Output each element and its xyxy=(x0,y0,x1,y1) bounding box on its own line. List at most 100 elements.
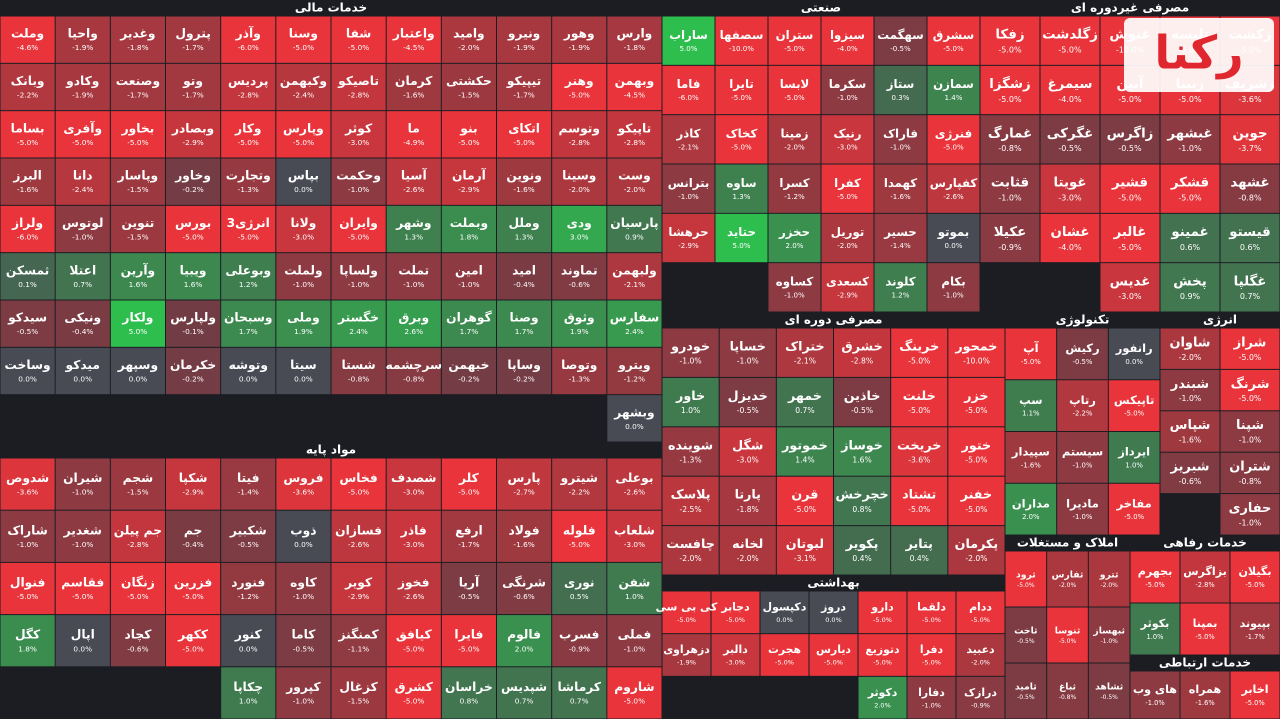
tile-name: تاپیکو xyxy=(617,121,652,135)
tile-name: وتجارت xyxy=(226,169,271,183)
tile-change: -5.0% xyxy=(1178,194,1202,203)
tile-name: سرچشمه xyxy=(385,358,442,372)
tile-change: -0.6% xyxy=(127,644,148,653)
tile-change: 0.3% xyxy=(892,93,910,102)
tile-change: -3.0% xyxy=(837,143,858,152)
tile-name: شاوان xyxy=(1169,335,1210,350)
tile xyxy=(110,205,165,253)
tile xyxy=(55,347,110,395)
tile-change: -5.0% xyxy=(1145,581,1164,589)
tile xyxy=(956,676,1005,719)
tile xyxy=(607,347,662,395)
tile-change: -5.0% xyxy=(998,46,1022,55)
tile-name: بترانس xyxy=(668,176,710,191)
tile-name: تیپیکو xyxy=(506,74,541,88)
tile-change: 0.0% xyxy=(129,375,148,384)
tile xyxy=(110,510,165,562)
tile xyxy=(834,476,891,526)
tile-name: امین xyxy=(455,263,483,277)
tile xyxy=(276,158,331,205)
tile xyxy=(1220,452,1280,494)
tile-change: -1.2% xyxy=(238,592,259,601)
tile-name: قثابت xyxy=(991,176,1029,191)
tile xyxy=(0,347,55,395)
tile xyxy=(948,427,1005,476)
tile-change: -0.5% xyxy=(890,44,911,53)
tile-change: -1.0% xyxy=(922,701,941,709)
tile-change: -1.0% xyxy=(943,291,964,300)
tile xyxy=(1057,380,1108,431)
tile xyxy=(0,205,55,253)
tile-change: 0.0% xyxy=(73,644,92,653)
tile-change: -1.7% xyxy=(182,43,203,52)
tile-name: وهور xyxy=(563,27,595,41)
tile xyxy=(980,65,1040,115)
tile-name: اعتلا xyxy=(69,263,96,277)
tile-name: هجرت xyxy=(768,643,801,656)
tile-name: وساخت xyxy=(5,358,51,372)
tile-name: فقاسم xyxy=(61,575,104,589)
tile-name: کاما xyxy=(291,628,316,642)
tile-change: -1.0% xyxy=(348,185,369,194)
tile-change: -5.0% xyxy=(458,644,479,653)
tile-change: -2.2% xyxy=(17,91,38,100)
tile-change: -1.0% xyxy=(998,194,1022,203)
tile xyxy=(662,526,719,575)
tile xyxy=(221,510,276,562)
tile-name: غمارگ xyxy=(988,125,1032,141)
tile-change: -1.3% xyxy=(680,455,702,464)
tile xyxy=(166,347,221,395)
tile xyxy=(809,634,858,676)
tile-change: -1.0% xyxy=(1100,638,1118,645)
tile xyxy=(1088,551,1130,607)
tile-change: 0.7% xyxy=(1240,292,1261,301)
tile-change: -1.3% xyxy=(569,375,590,384)
tile-change: -5.0% xyxy=(908,505,930,514)
tile-change: -5.0% xyxy=(182,644,203,653)
tile-change: -5.0% xyxy=(403,644,424,653)
tile-change: -5.0% xyxy=(731,93,752,102)
tile-change: -2.9% xyxy=(348,592,369,601)
tile xyxy=(276,111,331,158)
tile-change: -2.8% xyxy=(348,91,369,100)
tile-change: -1.0% xyxy=(1073,461,1093,469)
tile-change: -5.0% xyxy=(965,455,987,464)
tile-name: لخانه xyxy=(732,536,763,551)
tile-change: -5.0% xyxy=(943,44,964,53)
tile-change: -1.0% xyxy=(72,488,93,497)
tile-change: -4.5% xyxy=(624,91,645,100)
tile xyxy=(715,213,768,263)
tile-change: -1.0% xyxy=(348,280,369,289)
tile-change: -5.0% xyxy=(182,233,203,242)
tile xyxy=(768,164,821,213)
tile-change: 5.0% xyxy=(129,327,148,336)
tile-name: سیستم xyxy=(1062,445,1103,459)
tile-name: خبهمن xyxy=(448,358,489,372)
tile-change: -5.0% xyxy=(1059,638,1077,645)
tile xyxy=(441,253,496,300)
tile xyxy=(276,562,331,615)
tile-change: -2.1% xyxy=(624,280,645,289)
tile-change: -5.0% xyxy=(348,488,369,497)
tile-name: حکشتی xyxy=(446,74,492,88)
tile-name: شبریز xyxy=(1170,460,1210,475)
tile-name: شپاس xyxy=(1170,418,1211,433)
tile-name: دروز xyxy=(820,600,846,613)
tile-name: شصدف xyxy=(391,471,436,485)
tile xyxy=(607,300,662,347)
tile-name: کوثر xyxy=(344,121,373,135)
tile-change: -4.0% xyxy=(1058,243,1082,252)
tile-change: 0.0% xyxy=(18,375,37,384)
tile-name: آسیا xyxy=(401,168,428,183)
tile-change: -5.0% xyxy=(569,91,590,100)
tile-change: -2.9% xyxy=(837,291,858,300)
tile xyxy=(0,158,55,205)
tile-change: -5.0% xyxy=(72,592,93,601)
tile-change: -2.8% xyxy=(127,540,148,549)
tile-change: -1.5% xyxy=(348,696,369,705)
sector-title: انرژی xyxy=(1203,313,1237,327)
tile xyxy=(834,377,891,427)
tile-change: 0.0% xyxy=(825,616,842,624)
tile xyxy=(1220,411,1280,452)
tile-name: اخابر xyxy=(1240,683,1268,696)
